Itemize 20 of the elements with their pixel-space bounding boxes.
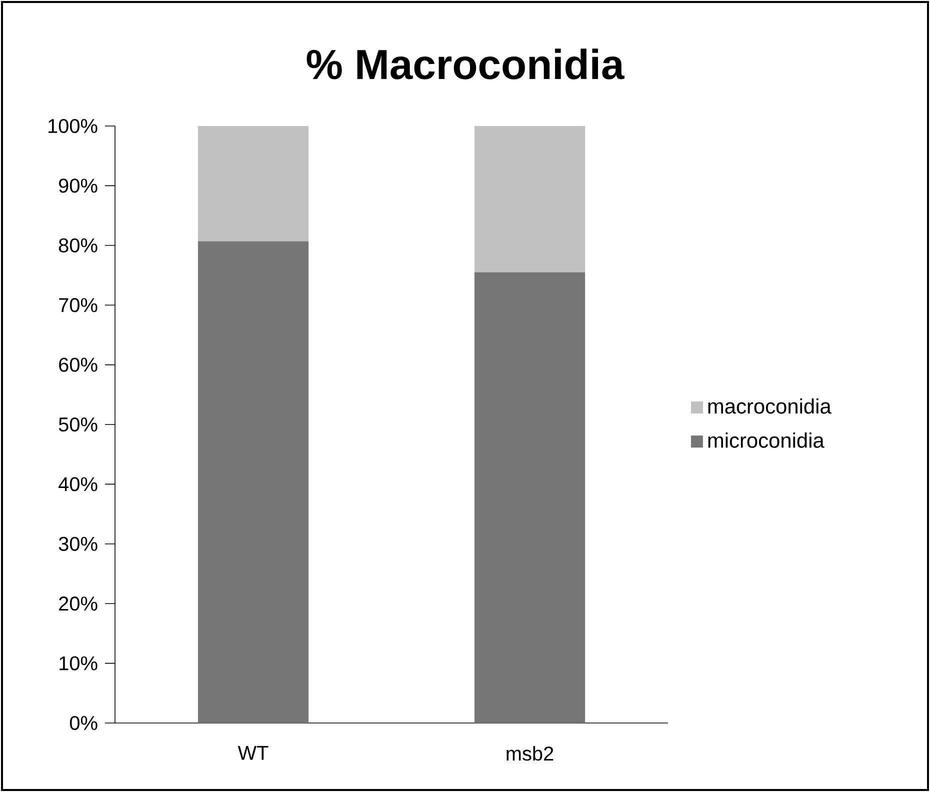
y-tick-label: 60% <box>59 358 98 372</box>
bar <box>474 272 586 723</box>
bar <box>198 241 309 723</box>
x-tick-label: msb2 <box>506 746 554 761</box>
legend-label: macroconidia <box>708 398 832 414</box>
y-tick-label: 10% <box>60 656 98 670</box>
y-tick-label: 20% <box>59 596 98 611</box>
y-tick-label: 70% <box>59 298 98 312</box>
bar <box>198 126 309 242</box>
y-tick-label: 30% <box>58 536 98 551</box>
y-tick-label: 80% <box>58 238 98 252</box>
y-tick-label: 40% <box>58 477 98 492</box>
y-tick-label: 0% <box>70 716 98 730</box>
x-tick-label: WT <box>238 746 268 760</box>
y-tick-label: 50% <box>58 417 98 432</box>
y-tick-label: 90% <box>59 178 98 193</box>
chart-title: % Macroconidia <box>306 48 625 80</box>
bar <box>474 126 586 272</box>
y-tick-label: 100% <box>48 118 98 134</box>
legend-label: microconidia <box>708 432 824 448</box>
